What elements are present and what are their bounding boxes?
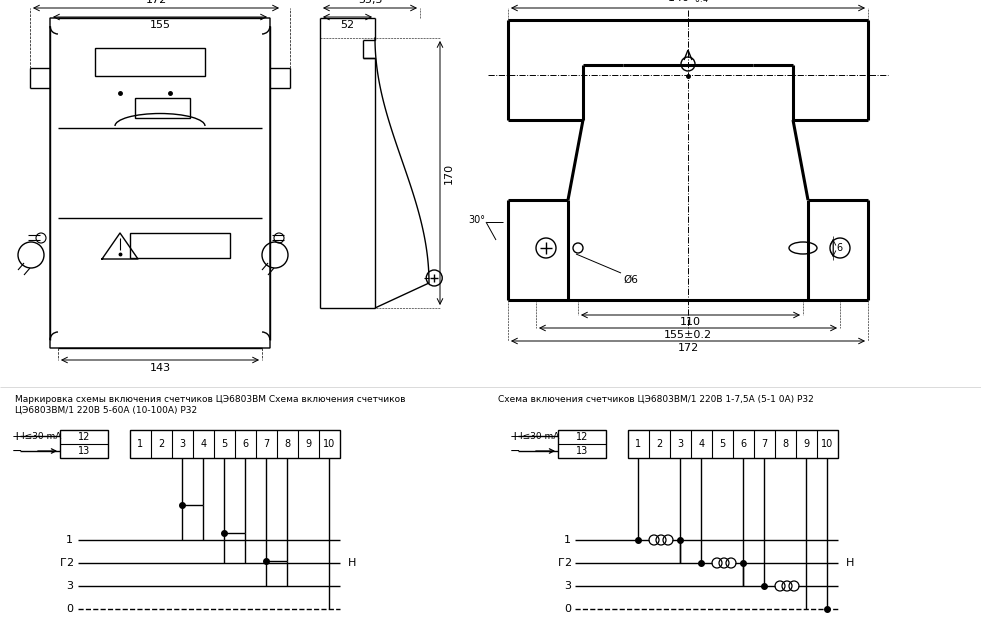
Text: Ø6: Ø6 [623, 275, 638, 285]
Text: 6: 6 [242, 439, 248, 449]
Text: 6: 6 [741, 439, 747, 449]
Text: +: + [12, 429, 23, 442]
Text: 3: 3 [180, 439, 185, 449]
Text: 3: 3 [564, 581, 571, 591]
Text: 13: 13 [576, 446, 589, 456]
Text: 0: 0 [66, 604, 73, 614]
Text: −: − [510, 445, 521, 458]
Bar [130, 233, 230, 258]
Text: 2: 2 [656, 439, 662, 449]
Text: −: − [12, 445, 23, 458]
Text: Г: Г [558, 558, 565, 568]
Text: 13: 13 [77, 446, 90, 456]
Text: +: + [510, 429, 521, 442]
Text: 4: 4 [698, 439, 704, 449]
Text: 9: 9 [305, 439, 312, 449]
Text: 172: 172 [145, 0, 167, 5]
Text: I≤30 mA: I≤30 mA [520, 432, 559, 441]
Text: I≤30 mA: I≤30 mA [22, 432, 62, 441]
Text: 52: 52 [340, 20, 354, 30]
Circle shape [783, 582, 792, 591]
Text: 12: 12 [576, 432, 589, 442]
Text: 3: 3 [66, 581, 73, 591]
Bar [558, 430, 606, 458]
Bar [628, 430, 838, 458]
Text: 6: 6 [836, 243, 842, 253]
Text: 10: 10 [821, 439, 834, 449]
Text: Н: Н [846, 558, 854, 568]
Circle shape [663, 536, 673, 545]
Text: 1: 1 [564, 535, 571, 545]
Text: 140$_{-0.4}$: 140$_{-0.4}$ [667, 0, 709, 5]
Text: 55,5: 55,5 [358, 0, 383, 5]
Text: 10: 10 [324, 439, 336, 449]
Text: 8: 8 [783, 439, 789, 449]
Text: 155: 155 [149, 20, 171, 30]
Text: 12: 12 [77, 432, 90, 442]
Text: Г: Г [60, 558, 67, 568]
Bar [135, 98, 190, 118]
Text: 1: 1 [636, 439, 642, 449]
Bar [130, 430, 340, 458]
Text: 5: 5 [719, 439, 726, 449]
Circle shape [790, 582, 799, 591]
Bar [95, 48, 205, 76]
Text: 0: 0 [564, 604, 571, 614]
Text: 172: 172 [677, 343, 698, 353]
Text: 5: 5 [222, 439, 228, 449]
Text: 1: 1 [66, 535, 73, 545]
Text: 170: 170 [444, 163, 454, 184]
Text: 143: 143 [149, 363, 171, 373]
Text: 1: 1 [137, 439, 143, 449]
Text: 30°: 30° [468, 215, 485, 225]
Bar [60, 430, 108, 458]
Circle shape [727, 559, 736, 568]
Text: 7: 7 [263, 439, 270, 449]
Circle shape [649, 536, 658, 545]
Circle shape [712, 559, 721, 568]
Circle shape [719, 559, 729, 568]
Text: 155±0.2: 155±0.2 [664, 330, 712, 340]
Text: ЦЭ6803ВМ/1 220В 5-60А (10-100А) Р32: ЦЭ6803ВМ/1 220В 5-60А (10-100А) Р32 [15, 406, 197, 415]
Text: 9: 9 [803, 439, 809, 449]
Text: 4: 4 [200, 439, 207, 449]
Text: 110: 110 [680, 317, 701, 327]
Text: Маркировка схемы включения счетчиков ЦЭ6803ВМ Схема включения счетчиков: Маркировка схемы включения счетчиков ЦЭ6… [15, 395, 405, 404]
Text: 2: 2 [158, 439, 165, 449]
Text: 2: 2 [66, 558, 73, 568]
Text: 3: 3 [678, 439, 684, 449]
Text: Н: Н [348, 558, 356, 568]
Text: 7: 7 [761, 439, 767, 449]
Text: 2: 2 [564, 558, 571, 568]
Circle shape [656, 536, 665, 545]
Text: 8: 8 [284, 439, 290, 449]
Circle shape [776, 582, 785, 591]
Text: Схема включения счетчиков ЦЭ6803ВМ/1 220В 1-7,5А (5-1 0А) Р32: Схема включения счетчиков ЦЭ6803ВМ/1 220… [498, 395, 814, 404]
